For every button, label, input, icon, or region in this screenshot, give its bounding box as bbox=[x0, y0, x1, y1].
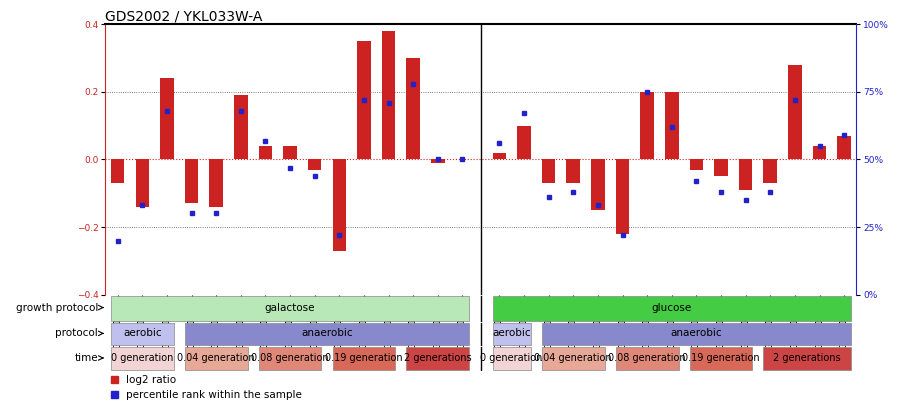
Bar bbox=[407, 347, 469, 370]
Bar bbox=[160, 78, 174, 160]
Bar bbox=[333, 160, 346, 251]
Bar bbox=[616, 160, 629, 234]
Bar bbox=[357, 41, 371, 160]
Bar bbox=[542, 347, 605, 370]
Bar bbox=[542, 322, 851, 345]
Bar bbox=[542, 160, 555, 183]
Bar bbox=[764, 160, 777, 183]
Bar bbox=[136, 160, 149, 207]
Bar bbox=[566, 160, 580, 183]
Bar bbox=[308, 160, 322, 170]
Bar bbox=[591, 160, 605, 210]
Bar bbox=[665, 92, 679, 160]
Bar bbox=[185, 347, 247, 370]
Bar bbox=[382, 31, 396, 160]
Text: 0.04 generation: 0.04 generation bbox=[178, 353, 255, 363]
Text: 0 generation: 0 generation bbox=[111, 353, 173, 363]
Bar bbox=[258, 347, 322, 370]
Bar bbox=[837, 136, 851, 160]
Text: 2 generations: 2 generations bbox=[404, 353, 472, 363]
Text: anaerobic: anaerobic bbox=[301, 328, 353, 339]
Bar bbox=[690, 347, 752, 370]
Bar bbox=[690, 160, 703, 170]
Bar bbox=[812, 146, 826, 160]
Text: GDS2002 / YKL033W-A: GDS2002 / YKL033W-A bbox=[105, 9, 263, 23]
Bar bbox=[333, 347, 396, 370]
Text: anaerobic: anaerobic bbox=[671, 328, 722, 339]
Text: 0 generation: 0 generation bbox=[481, 353, 543, 363]
Text: 0.08 generation: 0.08 generation bbox=[608, 353, 686, 363]
Text: 0.08 generation: 0.08 generation bbox=[251, 353, 329, 363]
Bar bbox=[111, 322, 174, 345]
Bar bbox=[493, 153, 507, 160]
Bar bbox=[283, 146, 297, 160]
Text: 0.04 generation: 0.04 generation bbox=[534, 353, 612, 363]
Text: time: time bbox=[74, 353, 98, 363]
Bar bbox=[616, 347, 679, 370]
Bar bbox=[185, 322, 469, 345]
Text: aerobic: aerobic bbox=[123, 328, 161, 339]
Bar bbox=[493, 347, 530, 370]
Bar bbox=[234, 95, 247, 160]
Text: 2 generations: 2 generations bbox=[773, 353, 841, 363]
Bar bbox=[185, 160, 198, 203]
Bar bbox=[210, 160, 223, 207]
Bar bbox=[431, 160, 444, 163]
Bar bbox=[258, 146, 272, 160]
Bar bbox=[714, 160, 728, 176]
Legend: log2 ratio, percentile rank within the sample: log2 ratio, percentile rank within the s… bbox=[111, 375, 302, 400]
Text: 0.19 generation: 0.19 generation bbox=[682, 353, 760, 363]
Bar bbox=[111, 296, 469, 320]
Bar bbox=[407, 58, 420, 160]
Text: protocol: protocol bbox=[55, 328, 98, 339]
Bar bbox=[111, 347, 174, 370]
Bar bbox=[640, 92, 654, 160]
Bar bbox=[788, 65, 802, 160]
Bar bbox=[493, 322, 530, 345]
Bar bbox=[764, 347, 851, 370]
Text: growth protocol: growth protocol bbox=[16, 303, 98, 313]
Bar bbox=[739, 160, 752, 190]
Text: aerobic: aerobic bbox=[493, 328, 531, 339]
Text: 0.19 generation: 0.19 generation bbox=[325, 353, 403, 363]
Bar bbox=[518, 126, 530, 160]
Text: galactose: galactose bbox=[265, 303, 315, 313]
Bar bbox=[111, 160, 125, 183]
Text: glucose: glucose bbox=[651, 303, 692, 313]
Bar bbox=[493, 296, 851, 320]
